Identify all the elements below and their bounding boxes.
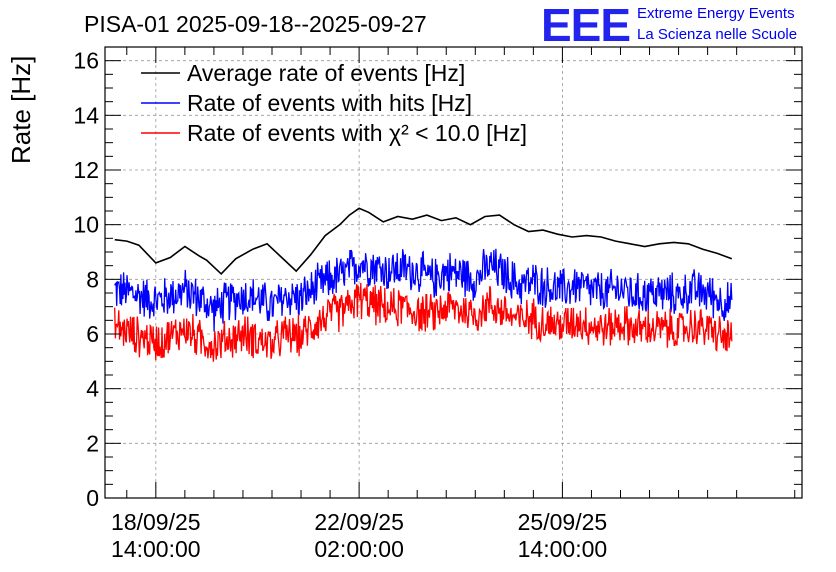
axes: 024681012141618/09/2514:00:0022/09/2502:… [73, 46, 802, 562]
data-series [114, 207, 733, 362]
y-tick-label: 6 [86, 321, 99, 347]
y-tick-label: 10 [73, 212, 99, 238]
y-axis-label: Rate [Hz] [6, 56, 36, 164]
legend-label-chi2: Rate of events with χ² < 10.0 [Hz] [187, 120, 527, 146]
x-tick-date: 25/09/25 [518, 509, 608, 535]
legend-label-hits: Rate of events with hits [Hz] [187, 90, 472, 116]
x-tick-date: 18/09/25 [111, 509, 201, 535]
y-tick-label: 4 [86, 376, 99, 402]
y-tick-label: 8 [86, 266, 99, 292]
series-line-chi2 [114, 282, 733, 362]
grid [105, 47, 802, 498]
plot-frame [104, 46, 803, 499]
logo-mark: EEE [541, 0, 630, 51]
logo-line-1: Extreme Energy Events [637, 5, 795, 22]
x-tick-time: 14:00:00 [111, 536, 201, 562]
x-tick-time: 02:00:00 [314, 536, 404, 562]
y-tick-label: 16 [73, 48, 99, 74]
logo-line-2: La Scienza nelle Scuole [637, 26, 797, 43]
eee-logo: EEE Extreme Energy Events La Scienza nel… [541, 0, 797, 51]
legend-label-average: Average rate of events [Hz] [187, 60, 465, 86]
x-tick-time: 14:00:00 [518, 536, 608, 562]
x-tick-date: 22/09/25 [314, 509, 404, 535]
y-tick-label: 2 [86, 430, 99, 456]
legend: Average rate of events [Hz] Rate of even… [141, 60, 527, 146]
series-line-hits [114, 248, 733, 332]
series-line-average [114, 207, 733, 276]
y-tick-label: 14 [73, 102, 99, 128]
chart-title: PISA-01 2025-09-18--2025-09-27 [84, 11, 427, 37]
y-tick-label: 0 [86, 485, 99, 511]
y-tick-label: 12 [73, 157, 99, 183]
